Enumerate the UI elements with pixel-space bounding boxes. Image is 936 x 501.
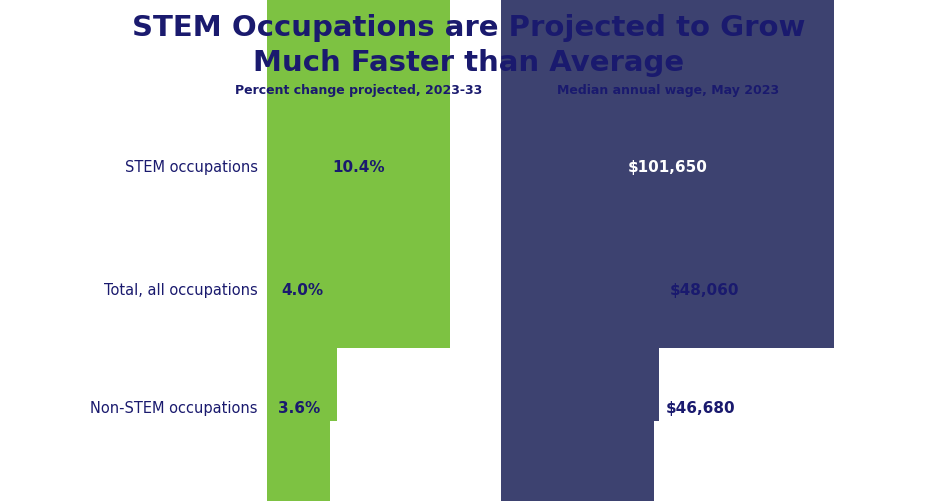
Bar <box>501 278 653 501</box>
Bar <box>501 0 833 348</box>
Text: STEM occupations: STEM occupations <box>124 160 257 175</box>
Text: Non-STEM occupations: Non-STEM occupations <box>90 401 257 416</box>
Text: 10.4%: 10.4% <box>331 160 385 175</box>
Text: $46,680: $46,680 <box>665 401 734 416</box>
Bar <box>267 278 329 501</box>
Text: Much Faster than Average: Much Faster than Average <box>253 49 683 77</box>
Text: $48,060: $48,060 <box>669 283 739 298</box>
Text: $101,650: $101,650 <box>627 160 707 175</box>
Text: 4.0%: 4.0% <box>281 283 323 298</box>
Text: Median annual wage, May 2023: Median annual wage, May 2023 <box>556 84 778 97</box>
Bar <box>267 0 449 348</box>
Bar <box>501 160 658 421</box>
Text: Total, all occupations: Total, all occupations <box>104 283 257 298</box>
Text: 3.6%: 3.6% <box>277 401 319 416</box>
Bar <box>267 160 337 421</box>
Text: STEM Occupations are Projected to Grow: STEM Occupations are Projected to Grow <box>132 14 804 42</box>
Text: Percent change projected, 2023-33: Percent change projected, 2023-33 <box>235 84 481 97</box>
